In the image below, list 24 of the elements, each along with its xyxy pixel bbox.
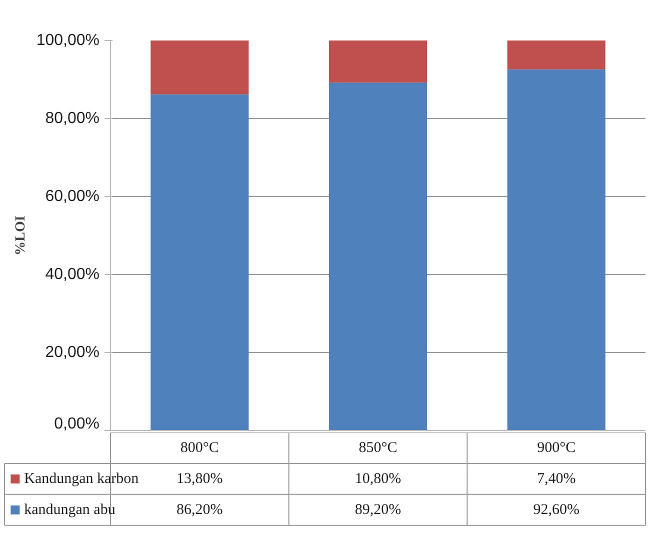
data-label: 89,20% [354,502,402,518]
y-tick-label: 0,00% [54,416,100,432]
x-tick-label: 850°C [358,440,398,456]
x-tick-label: 800°C [180,440,219,456]
y-tick-label: 60,00% [45,188,100,205]
data-label: 92,60% [533,502,580,518]
bar [328,40,428,83]
data-label: 13,80% [176,470,223,487]
y-tick-label: 100,00% [36,32,100,49]
legend-label: Kandungan karbon [24,470,140,487]
bar [150,40,249,94]
bar [507,40,606,70]
bar [150,94,249,430]
y-axis-title: %LOI [13,216,28,256]
y-tick-label: 80,00% [45,110,100,127]
data-label: 7,40% [536,470,576,487]
legend-label: kandungan abu [24,502,116,518]
y-tick-label: 40,00% [45,266,100,283]
x-tick-label: 900°C [537,440,576,456]
y-tick-label: 20,00% [45,344,100,361]
data-label: 10,80% [354,470,402,487]
data-label: 86,20% [176,502,223,518]
bar [507,69,606,430]
bar [328,82,428,430]
